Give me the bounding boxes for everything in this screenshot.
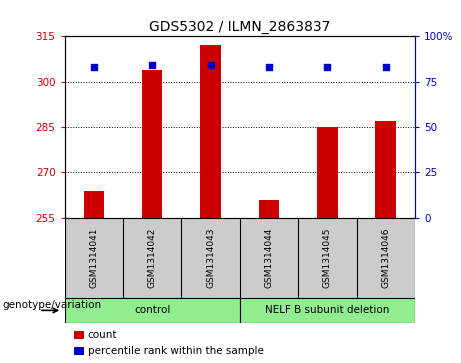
Point <box>324 64 331 70</box>
Point <box>265 64 272 70</box>
Bar <box>200 45 221 218</box>
Text: GSM1314046: GSM1314046 <box>381 228 390 288</box>
Bar <box>240 298 415 323</box>
Text: GSM1314043: GSM1314043 <box>206 228 215 288</box>
Text: percentile rank within the sample: percentile rank within the sample <box>88 346 264 356</box>
Bar <box>74 347 84 355</box>
Text: control: control <box>134 305 170 315</box>
Text: GSM1314045: GSM1314045 <box>323 228 332 288</box>
Text: GSM1314042: GSM1314042 <box>148 228 157 288</box>
Text: GSM1314044: GSM1314044 <box>265 228 273 288</box>
Bar <box>259 200 279 218</box>
Point <box>382 64 390 70</box>
Title: GDS5302 / ILMN_2863837: GDS5302 / ILMN_2863837 <box>149 20 331 34</box>
Bar <box>142 70 162 218</box>
Text: genotype/variation: genotype/variation <box>2 300 101 310</box>
Text: GSM1314041: GSM1314041 <box>89 228 98 288</box>
Bar <box>74 331 84 339</box>
Bar <box>83 191 104 218</box>
Point <box>207 62 214 68</box>
Bar <box>317 127 337 218</box>
Text: count: count <box>88 330 117 339</box>
Bar <box>375 121 396 218</box>
Bar <box>65 298 240 323</box>
Point <box>90 64 97 70</box>
Point <box>148 62 156 68</box>
Text: NELF B subunit deletion: NELF B subunit deletion <box>265 305 390 315</box>
